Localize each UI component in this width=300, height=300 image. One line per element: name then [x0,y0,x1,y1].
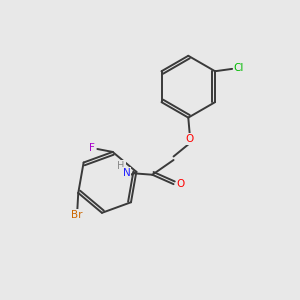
Text: F: F [88,142,94,152]
Text: Br: Br [71,210,82,220]
Text: N: N [123,168,130,178]
Text: H: H [118,161,125,171]
Text: O: O [186,134,194,144]
Text: O: O [177,179,185,189]
Text: Cl: Cl [233,63,244,73]
